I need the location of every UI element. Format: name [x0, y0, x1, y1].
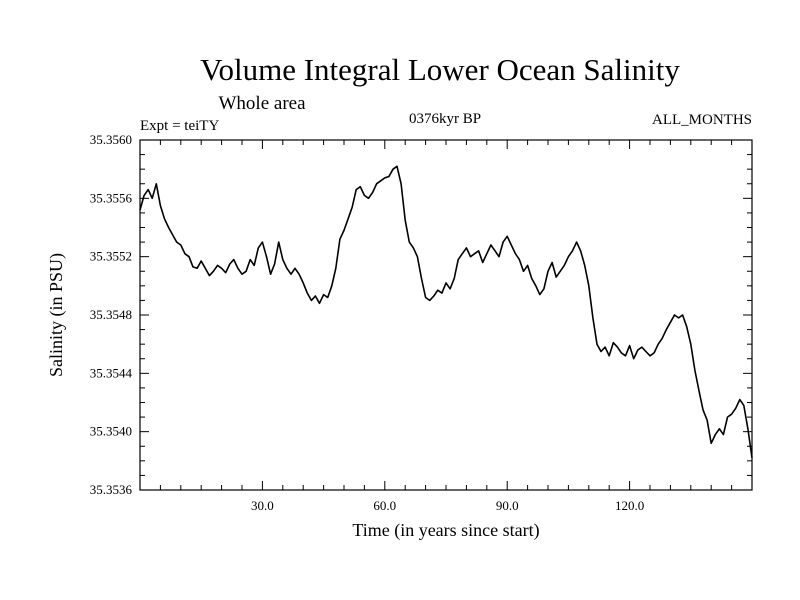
axis-tick-labels: 30.0 60.0 90.0 120.0 35.3536 35.3540 35.3544 35… [90, 132, 644, 513]
y-tick-label: 35.3556 [90, 190, 133, 205]
x-axis-label: Time (in years since start) [352, 520, 539, 541]
y-tick-label: 35.3552 [90, 249, 132, 264]
y-tick-label: 35.3544 [90, 365, 133, 380]
y-tick-label: 35.3560 [90, 132, 132, 147]
x-tick-label: 30.0 [251, 498, 274, 513]
chart-subtitle: Whole area [218, 93, 306, 114]
chart-title: Volume Integral Lower Ocean Salinity [200, 52, 680, 87]
experiment-label: Expt = teiTY [140, 118, 219, 134]
x-tick-label: 60.0 [373, 498, 396, 513]
y-tick-label: 35.3540 [90, 424, 132, 439]
y-axis-label: Salinity (in PSU) [46, 253, 67, 377]
x-tick-label: 90.0 [496, 498, 519, 513]
epoch-label: 0376kyr BP [409, 111, 481, 127]
season-label: ALL_MONTHS [652, 112, 752, 128]
y-tick-label: 35.3548 [90, 307, 132, 322]
axis-ticks [140, 139, 752, 491]
y-tick-label: 35.3536 [90, 482, 133, 497]
plot-frame [139, 139, 753, 491]
salinity-series-line [139, 165, 753, 459]
x-tick-label: 120.0 [615, 498, 644, 513]
